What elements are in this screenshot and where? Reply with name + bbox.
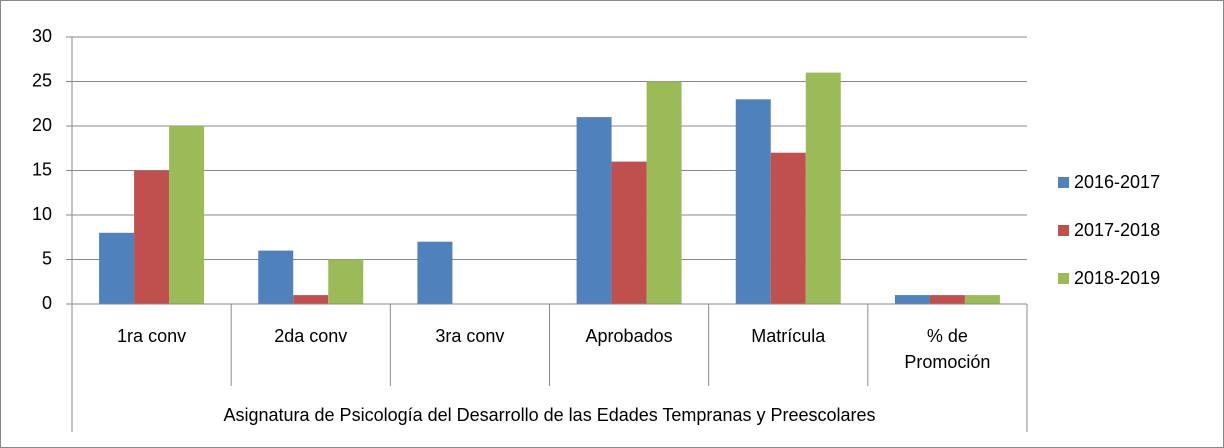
legend-label: 2016-2017 xyxy=(1074,172,1160,192)
y-tick-label: 5 xyxy=(42,248,52,268)
y-tick-label: 30 xyxy=(32,26,52,46)
bar xyxy=(735,99,771,304)
x-tick-label: % de Promoción xyxy=(904,326,991,372)
legend-swatch xyxy=(1058,273,1069,284)
y-tick-label: 15 xyxy=(32,159,52,179)
y-tick-label: 20 xyxy=(32,115,52,135)
bar xyxy=(258,250,294,304)
legend-label: 2018-2019 xyxy=(1074,268,1160,288)
x-tick-label: 2da conv xyxy=(274,326,348,346)
legend-swatch xyxy=(1058,177,1069,188)
bar xyxy=(964,295,1000,304)
x-tick-label: Aprobados xyxy=(585,326,673,346)
x-tick-label: Matrícula xyxy=(751,326,826,346)
bar xyxy=(169,126,205,304)
bar xyxy=(576,117,612,304)
bar xyxy=(134,170,170,304)
legend-label: 2017-2018 xyxy=(1074,220,1160,240)
legend-swatch xyxy=(1058,225,1069,236)
bar xyxy=(770,152,806,304)
x-tick-label: 3ra conv xyxy=(435,326,505,346)
bar xyxy=(293,295,329,304)
x-tick-label: 1ra conv xyxy=(117,326,187,346)
bar xyxy=(611,161,647,304)
bar xyxy=(328,259,364,304)
y-tick-label: 10 xyxy=(32,204,52,224)
bar xyxy=(929,295,965,304)
bar xyxy=(894,295,930,304)
bar xyxy=(417,241,453,304)
bar xyxy=(805,72,841,304)
y-tick-label: 25 xyxy=(32,70,52,90)
y-tick-label: 0 xyxy=(42,293,52,313)
bar xyxy=(646,81,682,304)
bar xyxy=(99,232,135,304)
group-label: Asignatura de Psicología del Desarrollo … xyxy=(223,405,875,425)
